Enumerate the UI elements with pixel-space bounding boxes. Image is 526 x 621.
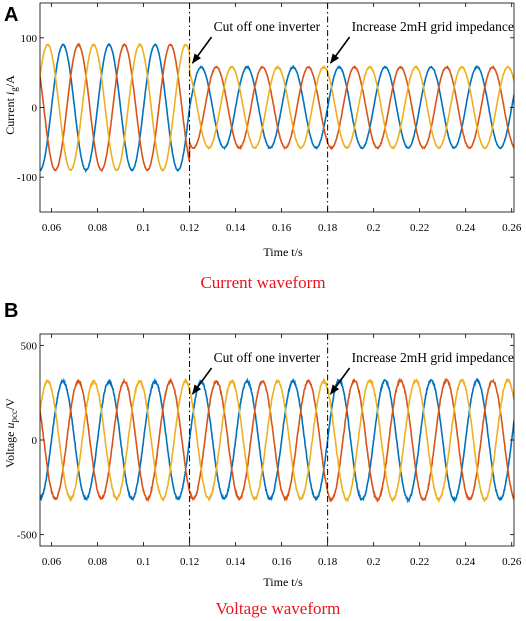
series-line-phase-c-current (40, 42, 514, 172)
event-annotation-voltage-2: Increase 2mH grid impedance (352, 350, 514, 365)
x-tick-label-current: 0.26 (502, 222, 522, 234)
series-line-phase-b-current (40, 42, 514, 173)
x-tick-label-current: 0.22 (410, 222, 429, 234)
series-line-phase-b-voltage (40, 377, 514, 504)
series-line-phase-a-voltage (40, 377, 514, 504)
caption-current-waveform: Current waveform (200, 273, 325, 292)
series-group-voltage (40, 377, 514, 504)
x-tick-label-current: 0.18 (318, 222, 338, 234)
y-tick-label-voltage: -500 (17, 530, 38, 542)
y-tick-label-current: -100 (17, 172, 38, 184)
x-tick-label-voltage: 0.2 (367, 556, 381, 568)
x-tick-label-current: 0.14 (226, 222, 246, 234)
x-tick-label-voltage: 0.14 (226, 556, 246, 568)
panel-label-b: B (4, 300, 18, 322)
y-tick-label-voltage: 0 (32, 435, 38, 447)
x-tick-label-voltage: 0.26 (502, 556, 522, 568)
x-tick-label-voltage: 0.12 (180, 556, 199, 568)
x-tick-label-voltage: 0.22 (410, 556, 429, 568)
x-tick-label-current: 0.1 (137, 222, 151, 234)
y-tick-label-current: 0 (32, 103, 38, 115)
y-tick-label-current: 100 (21, 33, 38, 45)
event-arrow-current-2 (329, 36, 351, 64)
caption-voltage-waveform: Voltage waveform (216, 599, 341, 618)
y-axis-label-voltage: Voltage upcc/V (3, 398, 19, 468)
x-tick-label-voltage: 0.24 (456, 556, 476, 568)
series-line-phase-c-voltage (40, 377, 514, 504)
plot-area-voltage: 0.06 0.08 0.1 0.12 0.14 0.16 0.18 0.2 0.22 0.24 0.… (17, 333, 522, 568)
x-tick-label-voltage: 0.18 (318, 556, 338, 568)
panel-voltage: B 0.06 0.08 0.1 0.12 0.14 0.16 0.18 0.2 0.22 0.24… (3, 300, 522, 618)
x-axis-label-current: Time t/s (263, 245, 303, 259)
panel-label-a: A (4, 4, 18, 26)
event-annotation-current-2: Increase 2mH grid impedance (352, 19, 514, 34)
x-tick-label-current: 0.16 (272, 222, 292, 234)
event-arrow-current-1 (191, 36, 213, 64)
x-tick-label-current: 0.06 (42, 222, 62, 234)
x-tick-label-voltage: 0.06 (42, 556, 62, 568)
y-tick-label-voltage: 500 (21, 340, 38, 352)
plot-area-current: 0.06 0.08 0.1 0.12 0.14 0.16 0.18 0.2 0.22 0.24 0.… (17, 2, 522, 234)
x-tick-label-current: 0.24 (456, 222, 476, 234)
event-arrow-voltage-1 (191, 367, 213, 395)
x-tick-label-voltage: 0.16 (272, 556, 292, 568)
x-tick-label-current: 0.12 (180, 222, 199, 234)
event-annotation-voltage-1: Cut off one inverter (214, 350, 321, 365)
series-group-current (40, 42, 514, 174)
x-tick-label-voltage: 0.08 (88, 556, 108, 568)
series-line-phase-a-current (40, 42, 514, 174)
event-arrow-voltage-2 (329, 367, 351, 395)
x-tick-label-voltage: 0.1 (137, 556, 151, 568)
panel-current: A 0.06 0.08 0.1 0.12 0.14 0.16 0.18 0.2 0.22 0.24… (3, 2, 522, 292)
x-tick-label-current: 0.2 (367, 222, 381, 234)
x-tick-label-current: 0.08 (88, 222, 108, 234)
event-annotation-current-1: Cut off one inverter (214, 19, 321, 34)
y-axis-label-current: Current ig/A (3, 75, 19, 135)
x-axis-label-voltage: Time t/s (263, 575, 303, 589)
